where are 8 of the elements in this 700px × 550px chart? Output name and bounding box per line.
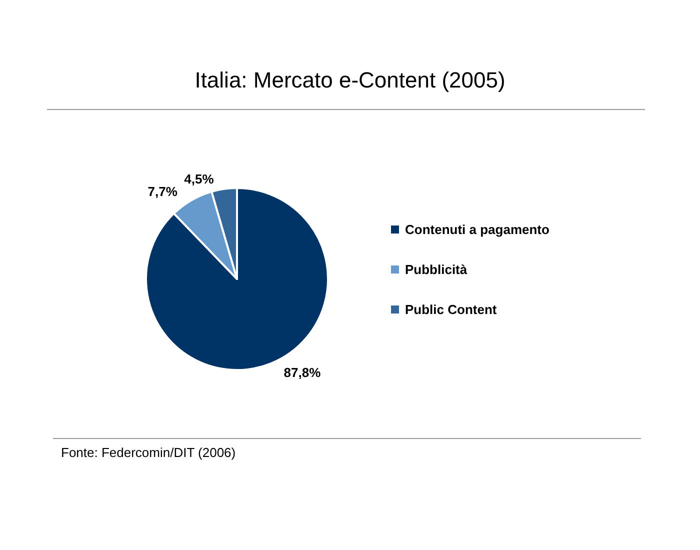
legend-label: Public Content [405,302,498,317]
legend-label: Contenuti a pagamento [405,222,550,237]
data-label: 4,5% [184,172,214,187]
legend-label: Pubblicità [405,262,468,277]
data-label: 87,8% [284,365,322,380]
source-note: Fonte: Federcomin/DIT (2006) [61,445,236,460]
data-label: 7,7% [148,184,178,200]
chart-title: Italia: Mercato e-Content (2005) [194,68,506,92]
